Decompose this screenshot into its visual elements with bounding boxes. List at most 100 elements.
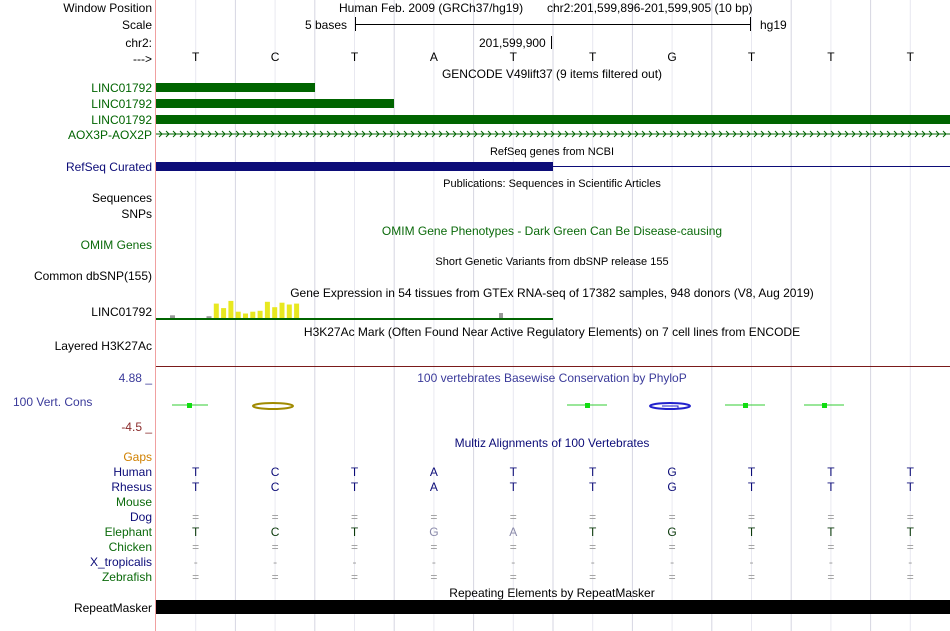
cons-track-label[interactable]: 100 Vert. Cons: [13, 395, 93, 409]
alignment-base: =: [668, 570, 676, 584]
strand-chevron: [767, 130, 772, 138]
species-label-chicken[interactable]: Chicken: [108, 540, 152, 554]
species-label-mouse[interactable]: Mouse: [115, 495, 152, 509]
base-10: T: [906, 50, 914, 64]
alignment-base: =: [192, 540, 200, 554]
scale-bar-right-tick: [750, 17, 751, 31]
h3k27ac-track-label[interactable]: Layered H3K27Ac: [54, 339, 152, 353]
gtex-tissue-bar: [170, 315, 175, 318]
alignment-base: =: [271, 510, 279, 524]
alignment-base: =: [827, 510, 835, 524]
gencode-track-label-4[interactable]: AOX3P-AOX2P: [67, 128, 152, 142]
alignment-base: -: [511, 555, 516, 569]
repeatmasker-track-label[interactable]: RepeatMasker: [73, 601, 152, 615]
gtex-track-label[interactable]: LINC01792: [91, 305, 152, 319]
omim-track-label[interactable]: OMIM Genes: [80, 238, 152, 252]
strand-chevron: [837, 130, 842, 138]
alignment-base: =: [509, 570, 517, 584]
strand-chevron: [571, 130, 576, 138]
coordinate-tick: [551, 36, 552, 49]
strand-chevron: [900, 130, 905, 138]
strand-chevron: [242, 130, 247, 138]
sequences-label[interactable]: Sequences: [91, 191, 152, 205]
species-label-elephant[interactable]: Elephant: [104, 525, 152, 539]
gtex-tissue-bar: [294, 303, 300, 318]
alignment-base: =: [350, 540, 358, 554]
gencode-track-label-1[interactable]: LINC01792: [91, 81, 152, 95]
alignment-base: T: [906, 480, 914, 494]
alignment-base: T: [747, 525, 756, 539]
strand-chevron: [872, 130, 877, 138]
alignment-base: =: [589, 540, 597, 554]
strand-chevron: [382, 130, 387, 138]
strand-chevron: [445, 130, 450, 138]
strand-chevron: [788, 130, 793, 138]
strand-chevron: [459, 130, 464, 138]
alignment-base: T: [192, 465, 200, 479]
species-label-x_tropicalis[interactable]: X_tropicalis: [89, 555, 152, 569]
alignment-base: =: [509, 540, 517, 554]
linc01792-transcript-2[interactable]: [156, 99, 394, 108]
aox3p-aox2p-intron-line[interactable]: [156, 129, 950, 139]
strand-chevron: [284, 130, 289, 138]
gencode-track-label-3[interactable]: LINC01792: [91, 113, 152, 127]
alignment-base: G: [429, 525, 439, 539]
refseq-exon[interactable]: [156, 162, 553, 171]
strand-chevron: [368, 130, 373, 138]
cons-marker-2: [252, 402, 294, 410]
gencode-track-label-2[interactable]: LINC01792: [91, 97, 152, 111]
gtex-tissue-bar: [279, 302, 285, 318]
strand-chevron: [781, 130, 786, 138]
strand-chevron: [823, 130, 828, 138]
base-grid: [195, 0, 911, 631]
alignment-base: =: [906, 540, 914, 554]
alignment-base: =: [589, 570, 597, 584]
alignment-base: T: [350, 525, 359, 539]
label-divider: [155, 0, 156, 631]
strand-chevron: [676, 130, 681, 138]
repeatmasker-title: Repeating Elements by RepeatMasker: [449, 586, 655, 600]
gtex-tissue-bar: [228, 300, 234, 318]
strand-chevron: [809, 130, 814, 138]
coordinate-text: 201,599,900: [479, 36, 546, 50]
alignment-base: T: [906, 525, 914, 539]
alignment-base: =: [192, 510, 200, 524]
strand-chevron: [389, 130, 394, 138]
strand-chevron: [627, 130, 632, 138]
species-label-dog[interactable]: Dog: [129, 510, 152, 524]
gtex-tissue-bar: [250, 311, 256, 318]
strand-chevron: [550, 130, 555, 138]
alignment-base: T: [589, 465, 597, 479]
strand-chevron: [158, 130, 163, 138]
refseq-intron-line[interactable]: [553, 166, 950, 167]
cons-markers[interactable]: [156, 398, 950, 416]
window-position-label: Window Position: [63, 1, 152, 15]
linc01792-transcript-1[interactable]: [156, 83, 315, 92]
repeatmasker-block[interactable]: [156, 600, 950, 614]
gtex-tissue-bar: [243, 313, 248, 318]
base-5: T: [509, 50, 517, 64]
linc01792-transcript-3[interactable]: [156, 115, 950, 124]
base-8: T: [747, 50, 756, 64]
strand-chevron: [249, 130, 254, 138]
snps-label[interactable]: SNPs: [121, 207, 152, 221]
gtex-expression-chart[interactable]: [156, 298, 554, 322]
strand-chevron: [816, 130, 821, 138]
refseq-track-label[interactable]: RefSeq Curated: [65, 160, 152, 174]
dbsnp-track-label[interactable]: Common dbSNP(155): [33, 269, 152, 283]
alignment-base: =: [747, 510, 755, 524]
strand-chevron: [564, 130, 569, 138]
strand-chevron: [942, 130, 947, 138]
alignment-base: -: [749, 555, 754, 569]
alignment-base: T: [192, 480, 200, 494]
strand-chevron: [361, 130, 366, 138]
strand-chevron: [354, 130, 359, 138]
strand-chevron: [319, 130, 324, 138]
strand-chevron: [739, 130, 744, 138]
species-label-zebrafish[interactable]: Zebrafish: [101, 570, 152, 584]
species-label-human[interactable]: Human: [113, 465, 152, 479]
alignment-base: C: [270, 525, 280, 539]
strand-chevron: [718, 130, 723, 138]
species-label-rhesus[interactable]: Rhesus: [111, 480, 152, 494]
alignment-base: -: [431, 555, 436, 569]
